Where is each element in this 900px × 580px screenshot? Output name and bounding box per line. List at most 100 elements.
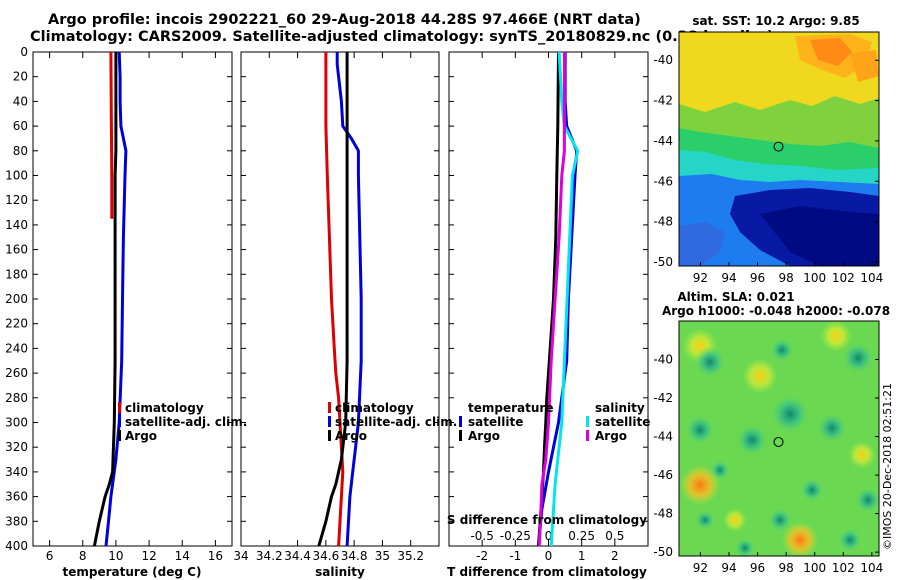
series-line-salinity-argo — [537, 52, 566, 547]
difference-legend: temperature satellite Argo salinity sate… — [459, 401, 650, 443]
legend-swatch-temp-argo — [459, 430, 462, 441]
sst-map-argo-marker — [773, 141, 784, 152]
x-tick-label: 2 — [611, 549, 619, 563]
temperature-plot-frame — [32, 51, 233, 547]
legend-label-climatology: climatology — [335, 401, 414, 415]
salinity-xlabel: salinity — [315, 565, 365, 579]
depth-tick-label: 180 — [5, 267, 28, 281]
difference-lines — [537, 51, 580, 547]
legend-swatch-argo — [328, 430, 331, 441]
temperature-xlabel: temperature (deg C) — [63, 565, 202, 579]
x-tick-label: 34.8 — [341, 549, 368, 563]
temperature-ticks: 6 8 10 12 14 16020406080100120140160180200220… — [5, 45, 232, 563]
depth-tick-label: 60 — [13, 119, 28, 133]
depth-tick-label: 320 — [5, 440, 28, 454]
difference-top-xlabel: S difference from climatology — [447, 513, 647, 527]
map-y-tick-label: -40 — [653, 53, 673, 67]
map-x-tick-label: 92 — [693, 561, 708, 575]
s-tick-label: -0.25 — [500, 529, 531, 543]
map-x-tick-label: 102 — [832, 271, 855, 285]
difference-ticks: -2 -1 0 1 2 -0.5 -0.25 0 0.25 0.5 — [449, 51, 648, 563]
depth-tick-label: 400 — [5, 539, 28, 553]
depth-tick-label: 120 — [5, 193, 28, 207]
map-x-tick-label: 100 — [803, 561, 826, 575]
x-tick-label: 34.4 — [284, 549, 311, 563]
map-y-tick-label: -42 — [653, 391, 673, 405]
map-y-tick-label: -48 — [653, 507, 673, 521]
sla-map-argo-marker — [773, 436, 784, 447]
x-tick-label: 8 — [79, 549, 87, 563]
depth-tick-label: 0 — [20, 45, 28, 59]
depth-tick-label: 260 — [5, 366, 28, 380]
copyright-credit: ©IMOS 20-Dec-2018 02:51:21 — [881, 383, 894, 550]
legend-label-satellite: satellite-adj. clim. — [125, 415, 247, 429]
sst-map-image — [678, 31, 880, 267]
legend-label-temp-satellite: satellite — [468, 415, 523, 429]
figure-subtitle: Climatology: CARS2009. Satellite-adjuste… — [30, 29, 774, 45]
legend-swatch-satellite — [328, 416, 331, 427]
depth-tick-label: 240 — [5, 341, 28, 355]
series-line-satellite-adj-clim- — [335, 52, 363, 547]
legend-label-temp-argo: Argo — [468, 429, 500, 443]
map-x-tick-label: 96 — [750, 561, 765, 575]
x-tick-label: 35 — [375, 549, 390, 563]
depth-tick-label: 20 — [13, 70, 28, 84]
salinity-panel: 34 34.2 34.4 34.6 34.8 35 35.2 climatology sat… — [233, 51, 457, 579]
difference-xlabel: T difference from climatology — [447, 565, 647, 579]
depth-tick-label: 140 — [5, 218, 28, 232]
x-tick-label: 34.6 — [312, 549, 339, 563]
s-tick-label: 0.5 — [605, 529, 624, 543]
depth-tick-label: 340 — [5, 465, 28, 479]
series-line-temperature-satellite — [537, 52, 579, 547]
legend-swatch-climatology — [328, 402, 331, 413]
figure-title: Argo profile: incois 2902221_60 29-Aug-2… — [48, 12, 641, 28]
legend-swatch-satellite — [118, 416, 121, 427]
legend-label-satellite: satellite-adj. clim. — [335, 415, 457, 429]
legend-heading-salinity: salinity — [595, 401, 645, 415]
x-tick-label: 1 — [578, 549, 586, 563]
s-tick-label: -0.5 — [470, 529, 493, 543]
map-x-tick-label: 102 — [832, 561, 855, 575]
sla-map-ticks: 92 94 96 98 100 102 104 -40 -42 -44 -46 -48 -50 — [653, 353, 883, 575]
map-x-tick-label: 92 — [693, 271, 708, 285]
x-tick-label: 6 — [46, 549, 54, 563]
salinity-legend: climatology satellite-adj. clim. Argo — [328, 401, 457, 443]
series-line-argo — [317, 52, 349, 547]
depth-tick-label: 220 — [5, 317, 28, 331]
depth-tick-label: 100 — [5, 169, 28, 183]
legend-swatch-climatology — [118, 402, 121, 413]
sla-map-title: Altim. SLA: 0.021 — [677, 290, 794, 304]
series-line-satellite-adj-clim- — [104, 51, 128, 547]
depth-tick-label: 280 — [5, 391, 28, 405]
legend-swatch-argo — [118, 430, 121, 441]
x-tick-label: 12 — [141, 549, 156, 563]
s-tick-label: 0.25 — [568, 529, 595, 543]
legend-swatch-sal-satellite — [586, 416, 589, 427]
legend-label-argo: Argo — [335, 429, 367, 443]
map-x-tick-label: 98 — [779, 561, 794, 575]
map-x-tick-label: 96 — [750, 271, 765, 285]
map-x-tick-label: 94 — [721, 561, 736, 575]
salinity-lines — [317, 52, 363, 547]
depth-tick-label: 40 — [13, 94, 28, 108]
legend-label-argo: Argo — [125, 429, 157, 443]
depth-tick-label: 380 — [5, 514, 28, 528]
map-y-tick-label: -50 — [653, 255, 673, 269]
series-line-argo — [92, 52, 118, 547]
x-tick-label: -1 — [509, 549, 521, 563]
x-tick-label: -2 — [476, 549, 488, 563]
legend-swatch-temp-satellite — [459, 416, 462, 427]
temperature-panel: 6 8 10 12 14 16020406080100120140160180200220… — [5, 45, 247, 579]
depth-tick-label: 300 — [5, 416, 28, 430]
sla-map-image — [678, 320, 881, 558]
series-line-climatology — [109, 51, 114, 219]
legend-label-sal-satellite: satellite — [595, 415, 650, 429]
series-line-climatology — [324, 52, 345, 547]
map-y-tick-label: -42 — [653, 94, 673, 108]
map-y-tick-label: -40 — [653, 353, 673, 367]
sst-map-panel: sat. SST: 10.2 Argo: 9.85 92 94 96 98 100 102… — [653, 14, 883, 285]
x-tick-label: 10 — [108, 549, 123, 563]
map-x-tick-label: 104 — [860, 561, 883, 575]
map-y-tick-label: -46 — [653, 468, 673, 482]
